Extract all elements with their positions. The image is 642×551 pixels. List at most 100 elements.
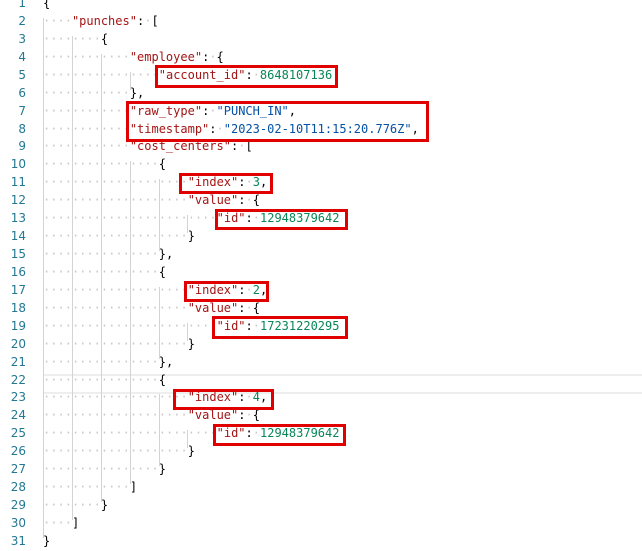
indent-guide (71, 71, 73, 90)
whitespace-marker: · (137, 372, 145, 387)
code-line[interactable]: ············"raw_type":·"PUNCH_IN", (43, 104, 296, 118)
code-line[interactable]: ············] (43, 480, 137, 494)
whitespace-marker: · (115, 318, 123, 333)
indent-guide (71, 197, 73, 216)
code-line[interactable]: ····"punches":·[ (43, 14, 159, 28)
whitespace-marker: · (158, 408, 166, 423)
indent-guide (100, 107, 102, 126)
whitespace-marker: · (71, 408, 80, 423)
whitespace-marker: · (194, 426, 203, 441)
code-line[interactable]: ····················} (43, 444, 195, 458)
whitespace-marker: · (93, 121, 101, 136)
code-line[interactable]: ····················"value":·{ (43, 193, 260, 207)
code-line[interactable]: ····················"value":·{ (43, 408, 260, 422)
code-line[interactable]: ········{ (43, 32, 108, 46)
code-line[interactable]: ············"employee":·{ (43, 50, 224, 64)
code-line[interactable]: ················} (43, 462, 166, 476)
line-number: 20 (10, 336, 26, 351)
code-line[interactable]: ················}, (43, 247, 173, 261)
whitespace-marker: · (158, 175, 166, 190)
punctuation: { (252, 300, 260, 315)
code-line[interactable]: ················}, (43, 355, 173, 369)
whitespace-marker: · (108, 372, 116, 387)
whitespace-marker: · (79, 193, 87, 208)
whitespace-marker: · (79, 67, 87, 82)
whitespace-marker: · (129, 175, 138, 190)
whitespace-marker: · (79, 85, 87, 100)
punctuation: { (158, 372, 166, 387)
code-line[interactable]: { (43, 0, 50, 10)
whitespace-marker: · (79, 282, 87, 297)
whitespace-marker: · (57, 408, 65, 423)
code-line[interactable]: ····················"index":·4, (43, 390, 267, 404)
whitespace-marker: · (86, 498, 94, 513)
whitespace-marker: · (108, 121, 116, 136)
indent-guide (129, 268, 131, 287)
whitespace-marker: · (129, 318, 138, 333)
whitespace-marker: · (86, 49, 94, 64)
code-line[interactable]: ················{ (43, 373, 166, 387)
indent-guide (71, 143, 73, 162)
whitespace-marker: · (173, 336, 181, 351)
whitespace-marker: · (71, 264, 80, 279)
whitespace-marker: · (122, 480, 130, 495)
code-line[interactable]: ············}, (43, 86, 144, 100)
code-line[interactable]: } (43, 534, 50, 548)
code-line[interactable]: ············"cost_centers":·[ (43, 139, 253, 153)
whitespace-marker: · (122, 354, 130, 369)
whitespace-marker: · (115, 426, 123, 441)
whitespace-marker: · (93, 462, 101, 477)
whitespace-marker: · (151, 426, 159, 441)
whitespace-marker: · (57, 85, 65, 100)
code-line[interactable]: ························"id":·1723122029… (43, 319, 339, 333)
whitespace-marker: · (129, 282, 138, 297)
code-line[interactable]: ························"id":·1294837964… (43, 211, 339, 225)
whitespace-marker: · (57, 211, 65, 226)
code-line[interactable]: ····] (43, 516, 79, 530)
code-line[interactable]: ················{ (43, 265, 166, 279)
whitespace-marker: · (108, 444, 116, 459)
whitespace-marker: · (64, 282, 72, 297)
whitespace-marker: · (115, 264, 123, 279)
whitespace-marker: · (93, 247, 101, 262)
whitespace-marker: · (122, 426, 130, 441)
whitespace-marker: · (79, 426, 87, 441)
whitespace-marker: · (93, 480, 101, 495)
code-line[interactable]: ················{ (43, 157, 166, 171)
whitespace-marker: · (108, 300, 116, 315)
whitespace-marker: · (180, 300, 188, 315)
code-line[interactable]: ························"id":·1294837964… (43, 426, 339, 440)
whitespace-marker: · (108, 247, 116, 262)
whitespace-marker: · (173, 282, 181, 297)
code-line[interactable]: ····················"index":·2, (43, 283, 267, 297)
whitespace-marker: · (108, 103, 116, 118)
whitespace-marker: · (151, 390, 159, 405)
punctuation: : (245, 426, 253, 441)
whitespace-marker: · (122, 318, 130, 333)
whitespace-marker: · (100, 229, 109, 244)
key-token: "punches" (71, 13, 137, 28)
code-line[interactable]: ····················} (43, 229, 195, 243)
punctuation: : (202, 103, 210, 118)
whitespace-marker: · (43, 318, 51, 333)
indent-guide (71, 340, 73, 359)
whitespace-marker: · (151, 175, 159, 190)
indent-guide (158, 197, 160, 216)
code-line[interactable]: ············"timestamp":·"2023-02-10T11:… (43, 122, 419, 136)
whitespace-marker: · (50, 49, 58, 64)
whitespace-marker: · (71, 31, 80, 46)
indent-guide (43, 412, 44, 431)
whitespace-marker: · (86, 175, 94, 190)
whitespace-marker: · (79, 354, 87, 369)
whitespace-marker: · (100, 282, 109, 297)
whitespace-marker: · (86, 121, 94, 136)
indent-guide (129, 448, 131, 467)
whitespace-marker: · (100, 444, 109, 459)
whitespace-marker: · (64, 318, 72, 333)
code-line[interactable]: ····················"value":·{ (43, 301, 260, 315)
code-line[interactable]: ········} (43, 498, 108, 512)
code-line[interactable]: ····················} (43, 337, 195, 351)
code-line[interactable]: ····················"index":·3, (43, 175, 267, 189)
whitespace-marker: · (151, 264, 159, 279)
indent-guide (129, 412, 131, 431)
